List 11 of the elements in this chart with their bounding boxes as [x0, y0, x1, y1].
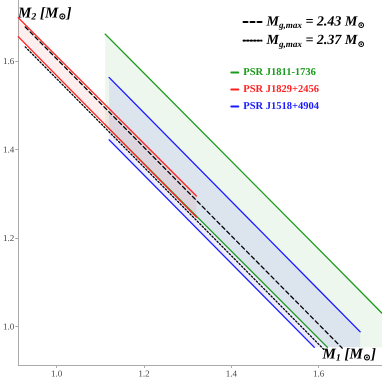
y-tick-label: 1.2 — [3, 233, 14, 244]
legend-label: PSR J1829+2456 — [243, 84, 320, 95]
x-tick-label: 1.4 — [226, 368, 238, 378]
legend-label: PSR J1811-1736 — [243, 67, 316, 78]
x-tick-label: 1.2 — [138, 368, 150, 378]
x-tick-label: 1.0 — [51, 368, 63, 378]
legend-label: PSR J1518+4904 — [243, 101, 320, 112]
y-tick-label: 1.0 — [3, 322, 15, 332]
y-tick-label: 1.4 — [3, 144, 15, 155]
y-tick-label: 1.6 — [3, 56, 15, 66]
x-tick-label: 1.6 — [313, 368, 325, 378]
